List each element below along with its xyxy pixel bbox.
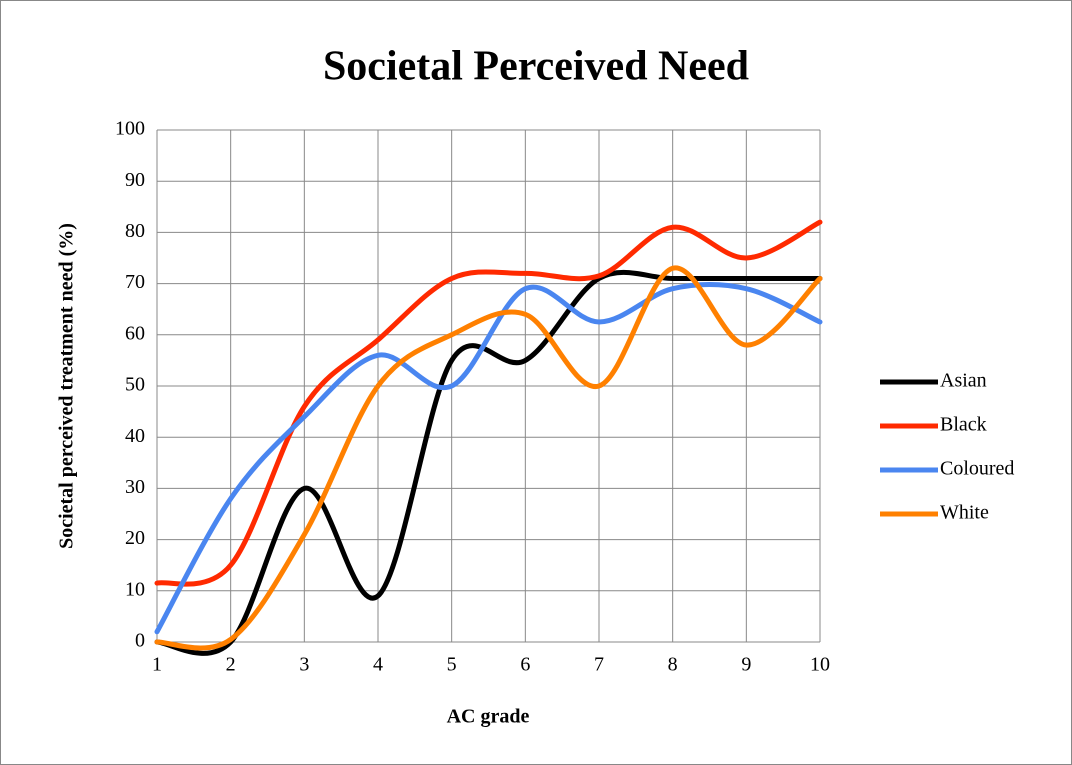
x-tick-label: 5 <box>447 654 457 676</box>
y-tick-label: 40 <box>125 425 145 447</box>
x-tick-label: 2 <box>226 654 236 676</box>
y-tick-label: 50 <box>125 374 145 396</box>
y-tick-label: 90 <box>125 169 145 191</box>
series-line <box>154 269 823 656</box>
x-tick-label: 10 <box>810 654 830 676</box>
legend-label: Coloured <box>940 458 1014 480</box>
legend-label: Black <box>940 414 987 436</box>
y-tick-label: 30 <box>125 476 145 498</box>
x-tick-label: 7 <box>594 654 604 676</box>
legend-label: White <box>940 502 989 524</box>
x-tick-label: 6 <box>520 654 530 676</box>
y-tick-label: 0 <box>135 630 145 652</box>
x-tick-label: 9 <box>741 654 751 676</box>
series-line <box>154 219 823 587</box>
y-tick-label: 80 <box>125 220 145 242</box>
y-tick-label: 100 <box>115 118 145 140</box>
y-axis-label: Societal perceived treatment need (%) <box>56 223 78 549</box>
x-tick-label: 1 <box>152 654 162 676</box>
y-tick-label: 60 <box>125 322 145 344</box>
x-tick-label: 3 <box>299 654 309 676</box>
series-line <box>154 265 823 651</box>
chart-title: Societal Perceived Need <box>323 44 749 90</box>
legend-label: Asian <box>940 370 987 392</box>
x-tick-label: 4 <box>373 654 383 676</box>
y-tick-label: 70 <box>125 271 145 293</box>
y-tick-label: 20 <box>125 527 145 549</box>
x-tick-label: 8 <box>668 654 678 676</box>
x-axis-label: AC grade <box>447 706 530 728</box>
y-tick-label: 10 <box>125 578 145 600</box>
